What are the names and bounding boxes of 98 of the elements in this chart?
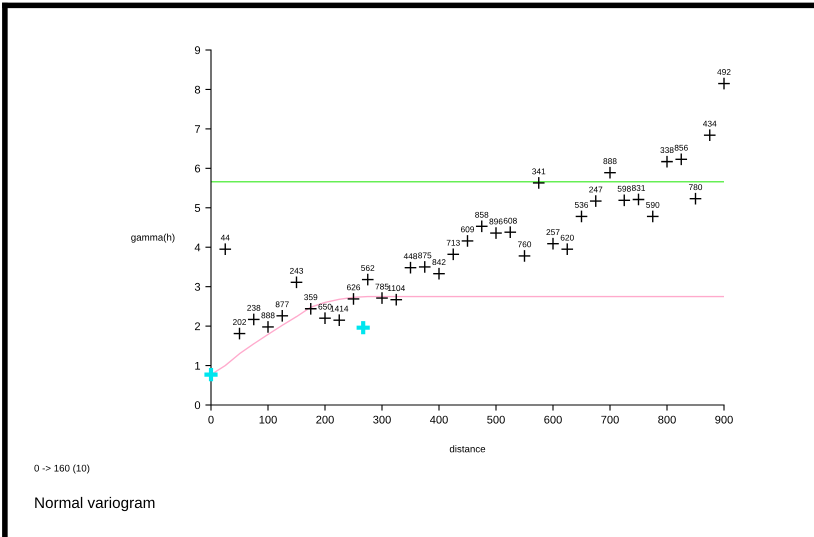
- annotation: 590: [646, 202, 660, 208]
- point: [418, 260, 432, 274]
- y-tick-label: 9: [194, 46, 200, 54]
- annotation: 842: [432, 259, 446, 266]
- annotation: 1414: [330, 306, 348, 312]
- y-tick-label: 5: [194, 204, 200, 212]
- x-tick-label: 600: [544, 416, 562, 424]
- annotation: 858: [475, 212, 488, 218]
- y-tick-label: 2: [194, 322, 200, 330]
- annotation: 257: [546, 229, 560, 236]
- annotation: 598: [618, 186, 631, 192]
- point: [354, 319, 372, 336]
- text: 0 -> 160 (10): [34, 464, 90, 474]
- point: [346, 292, 360, 306]
- annotation: 780: [688, 184, 702, 190]
- annotation: 492: [717, 69, 731, 75]
- x-tick-label: 0: [208, 416, 214, 424]
- point: [660, 155, 674, 168]
- annotation: 626: [346, 284, 360, 290]
- y-tick-label: 3: [194, 282, 200, 291]
- point: [446, 248, 460, 261]
- point: [361, 273, 374, 286]
- annotation: 620: [560, 234, 574, 241]
- point: [674, 152, 688, 166]
- x-tick-label: 500: [487, 416, 505, 424]
- point: [318, 312, 332, 325]
- annotation: 341: [532, 168, 546, 174]
- y-tick-label: 4: [194, 244, 200, 252]
- point: [560, 242, 574, 256]
- point: [218, 242, 232, 256]
- annotation: 44: [220, 234, 230, 241]
- x-tick-label: 200: [316, 416, 334, 424]
- y-tick-label: 6: [194, 164, 200, 172]
- text: Normal variogram: [35, 496, 154, 512]
- point: [589, 194, 602, 208]
- point: [504, 226, 517, 239]
- annotation: 202: [232, 319, 246, 326]
- point: [304, 302, 318, 316]
- annotation: 536: [574, 202, 588, 208]
- point: [332, 314, 346, 327]
- annotation: 888: [603, 158, 617, 164]
- x-tick-label: 300: [373, 416, 391, 424]
- x-tick-label: 700: [601, 416, 619, 424]
- y-tick-label: 8: [194, 86, 200, 94]
- x-tick-label: 900: [715, 416, 733, 424]
- x-axis-title: distance: [450, 445, 486, 452]
- x-tick-label: 100: [260, 416, 277, 424]
- annotation: 877: [276, 301, 289, 308]
- y-tick-label: 7: [194, 125, 200, 133]
- annotation: 608: [504, 218, 517, 224]
- annotation: 609: [460, 226, 474, 232]
- annotation: 856: [674, 144, 688, 151]
- y-axis-title: gamma(h): [131, 234, 174, 243]
- point: [688, 192, 702, 206]
- point: [532, 176, 546, 190]
- annotation: 713: [446, 240, 460, 246]
- point: [232, 327, 246, 340]
- annotation: 785: [375, 284, 389, 290]
- point: [390, 293, 403, 306]
- annotation: 888: [261, 312, 275, 318]
- point: [475, 220, 488, 233]
- annotation: 247: [589, 186, 602, 192]
- annotation: 338: [660, 147, 674, 154]
- point: [717, 77, 731, 90]
- annotation: 434: [702, 120, 716, 127]
- annotation: 650: [318, 304, 332, 310]
- annotation: 760: [518, 241, 532, 248]
- point: [276, 309, 289, 322]
- annotation: 448: [404, 253, 418, 260]
- annotation: 831: [632, 185, 646, 191]
- annotation: 896: [489, 218, 503, 224]
- annotation: 875: [418, 252, 432, 258]
- line-series: [211, 296, 724, 376]
- x-tick-label: 400: [430, 416, 448, 424]
- point: [546, 237, 560, 250]
- y-tick-label: 0: [194, 401, 200, 410]
- point: [574, 210, 588, 223]
- point: [432, 267, 446, 280]
- point: [618, 194, 631, 207]
- y-tick-label: 1: [195, 362, 200, 370]
- annotation: 562: [361, 265, 374, 271]
- point: [646, 210, 660, 223]
- annotation: 238: [247, 304, 260, 311]
- annotation: 1104: [388, 285, 405, 292]
- point: [603, 166, 617, 180]
- point: [632, 192, 646, 206]
- point: [247, 312, 260, 326]
- annotation: 243: [290, 268, 304, 274]
- point: [518, 249, 532, 262]
- point: [290, 276, 304, 289]
- point: [489, 226, 503, 240]
- x-tick-label: 800: [658, 416, 676, 424]
- point: [375, 292, 389, 305]
- point: [703, 128, 716, 142]
- annotation: 359: [304, 294, 318, 300]
- point: [460, 234, 474, 248]
- point: [261, 320, 275, 334]
- point: [404, 261, 418, 274]
